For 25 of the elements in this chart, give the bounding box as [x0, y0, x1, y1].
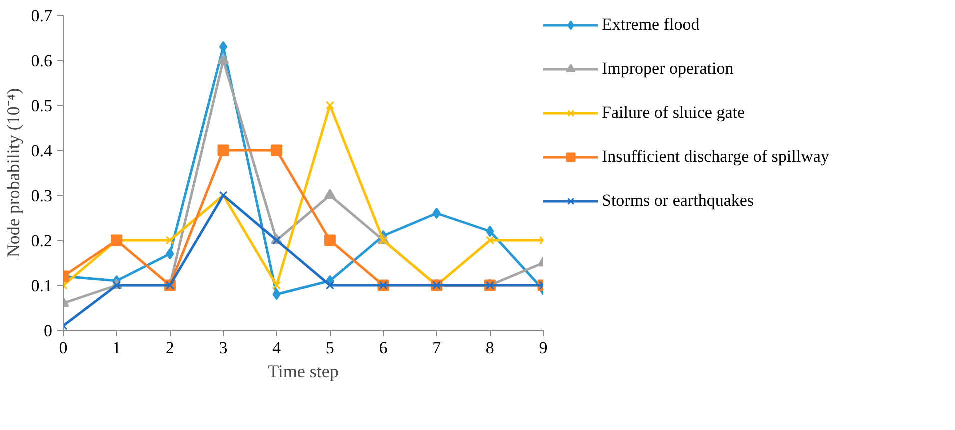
y-tick-label: 0.7: [31, 6, 53, 26]
x-axis-title: Time step: [268, 362, 339, 382]
legend-label: Storms or earthquakes: [602, 191, 754, 211]
y-tick-label: 0: [44, 322, 52, 340]
y-tick-label: 0.1: [31, 276, 52, 296]
x-tick-label: 5: [326, 338, 334, 358]
x-tick-label: 1: [112, 338, 122, 358]
x-tick-label: 9: [539, 338, 548, 358]
legend-label: Failure of sluice gate: [602, 103, 746, 123]
y-tick-label: 0.3: [31, 186, 52, 206]
y-axis-title: Node probability (10⁻⁴): [3, 88, 24, 258]
legend-label: Extreme flood: [602, 15, 700, 35]
x-tick-label: 2: [166, 338, 174, 358]
y-tick-label: 0.2: [31, 232, 52, 250]
x-tick-label: 6: [379, 338, 388, 358]
y-tick-label: 0.5: [31, 96, 52, 116]
x-tick-label: 7: [432, 338, 442, 358]
x-tick-label: 4: [272, 338, 282, 358]
y-tick-label: 0.4: [31, 142, 53, 160]
x-tick-label: 0: [59, 338, 68, 358]
y-tick-label: 0.6: [31, 52, 52, 70]
legend-label: Insufficient discharge of spillway: [602, 147, 830, 167]
legend-label: Improper operation: [602, 59, 734, 79]
x-tick-label: 3: [219, 338, 228, 358]
x-tick-label: 8: [486, 338, 494, 358]
